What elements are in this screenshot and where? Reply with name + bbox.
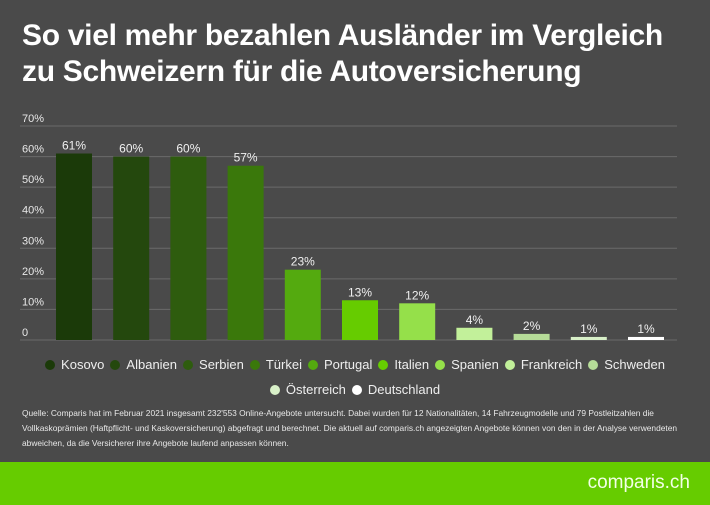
- legend-dot-icon: [110, 360, 121, 370]
- data-label: 2%: [523, 319, 541, 333]
- legend-label: Schweden: [604, 357, 665, 372]
- bar-kosovo: [56, 153, 92, 340]
- data-label: 13%: [348, 285, 372, 299]
- y-tick-label: 70%: [22, 113, 44, 125]
- data-label: 23%: [291, 255, 315, 269]
- data-label: 1%: [637, 322, 655, 336]
- legend-dot-icon: [269, 385, 280, 395]
- data-label: 57%: [234, 151, 258, 165]
- legend-label: Türkei: [265, 357, 302, 372]
- legend-dot-icon: [504, 360, 515, 370]
- legend-item: Österreich: [269, 377, 346, 402]
- chart-title: So viel mehr bezahlen Ausländer im Vergl…: [22, 19, 663, 88]
- legend-label: Deutschland: [367, 382, 441, 397]
- bar-chart: 0 10% 20% 30% 40% 50% 60% 70% 61% 60% 60% 57% 23% 13%…: [20, 113, 677, 341]
- legend: Kosovo Albanien Serbien Türkei Portugal Itali…: [30, 352, 680, 402]
- legend-item: Deutschland: [351, 377, 441, 402]
- bar-albanien: [113, 156, 150, 340]
- y-tick-label: 0: [22, 327, 28, 339]
- y-tick-label: 10%: [22, 296, 44, 308]
- legend-item: Frankreich: [504, 352, 583, 377]
- data-label: 60%: [176, 142, 200, 156]
- bar-spanien: [399, 303, 436, 340]
- bar-frankreich: [456, 327, 493, 340]
- legend-label: Österreich: [285, 382, 346, 397]
- data-label: 60%: [119, 142, 143, 156]
- legend-item: Portugal: [307, 352, 373, 377]
- legend-label: Spanien: [451, 357, 499, 372]
- legend-label: Italien: [394, 357, 430, 372]
- legend-dot-icon: [249, 360, 260, 370]
- bar-schweden: [513, 333, 550, 340]
- data-label: 4%: [466, 313, 484, 327]
- legend-item: Serbien: [183, 352, 244, 377]
- legend-dot-icon: [307, 360, 318, 370]
- legend-item: Schweden: [588, 352, 665, 377]
- bar-italien: [342, 300, 378, 340]
- source-note: Quelle: Comparis hat im Februar 2021 ins…: [22, 408, 678, 448]
- legend-item: Albanien: [110, 352, 177, 377]
- legend-label: Frankreich: [520, 357, 583, 372]
- legend-dot-icon: [351, 385, 362, 395]
- bar-deutschland: [628, 336, 664, 340]
- legend-dot-icon: [378, 360, 389, 370]
- bar-österreich: [570, 336, 607, 340]
- legend-dot-icon: [183, 360, 194, 370]
- legend-item: Spanien: [435, 352, 499, 377]
- comparis-logo: comparis.ch: [587, 472, 690, 493]
- legend-label: Portugal: [323, 357, 373, 372]
- bar-türkei: [227, 165, 264, 340]
- legend-dot-icon: [435, 360, 446, 370]
- legend-label: Kosovo: [61, 357, 105, 372]
- data-label: 61%: [62, 139, 86, 153]
- legend-dot-icon: [45, 360, 56, 370]
- y-tick-label: 60%: [22, 144, 44, 156]
- legend-item: Kosovo: [45, 352, 104, 377]
- legend-item: Türkei: [249, 352, 302, 377]
- y-tick-label: 20%: [22, 266, 44, 278]
- bar-portugal: [284, 269, 321, 340]
- footer-band: comparis.ch: [0, 462, 710, 505]
- bar-serbien: [170, 156, 207, 340]
- data-label: 1%: [580, 322, 598, 336]
- legend-item: Italien: [378, 352, 429, 377]
- legend-label: Serbien: [199, 357, 244, 372]
- legend-label: Albanien: [126, 357, 178, 372]
- y-tick-label: 50%: [22, 174, 44, 186]
- y-tick-label: 30%: [22, 235, 44, 247]
- legend-dot-icon: [588, 360, 599, 370]
- y-tick-label: 40%: [22, 205, 44, 217]
- data-label: 12%: [405, 288, 429, 302]
